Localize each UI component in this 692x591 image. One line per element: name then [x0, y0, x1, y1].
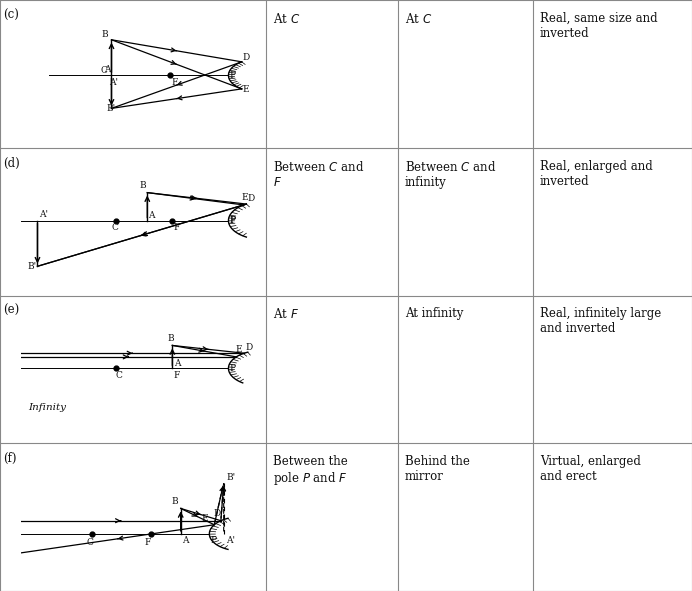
Text: A': A': [39, 210, 48, 219]
Text: F: F: [172, 78, 179, 87]
Text: F: F: [145, 538, 152, 547]
Text: E: E: [201, 514, 208, 523]
Text: Between $C$ and
$F$: Between $C$ and $F$: [273, 160, 365, 189]
Text: E: E: [235, 345, 242, 353]
Text: (d): (d): [3, 157, 20, 170]
Text: P: P: [210, 537, 217, 545]
Text: A: A: [104, 65, 111, 74]
Text: At $C$: At $C$: [405, 12, 432, 26]
Text: B': B': [226, 473, 235, 482]
Text: B': B': [27, 262, 36, 271]
Text: B': B': [107, 105, 116, 113]
Text: Real, same size and
inverted: Real, same size and inverted: [540, 12, 657, 40]
Text: F: F: [174, 371, 180, 380]
Text: (f): (f): [3, 452, 17, 465]
Text: A: A: [149, 212, 155, 220]
Text: B: B: [171, 497, 178, 506]
Text: B: B: [167, 334, 174, 343]
Text: Virtual, enlarged
and erect: Virtual, enlarged and erect: [540, 455, 641, 483]
Text: At infinity: At infinity: [405, 307, 463, 320]
Text: At $C$: At $C$: [273, 12, 300, 26]
Text: E: E: [242, 193, 248, 202]
Text: P: P: [230, 216, 236, 225]
Text: A': A': [226, 537, 235, 545]
Text: D: D: [243, 53, 250, 62]
Text: A: A: [182, 537, 188, 545]
Text: C: C: [115, 371, 122, 380]
Text: C: C: [111, 223, 118, 232]
Text: (e): (e): [3, 304, 19, 317]
Text: C: C: [101, 66, 108, 74]
Text: A': A': [109, 78, 118, 87]
Text: Between the
pole $P$ and $F$: Between the pole $P$ and $F$: [273, 455, 348, 488]
Text: F: F: [174, 223, 180, 232]
Text: P: P: [230, 71, 236, 80]
Text: B: B: [102, 30, 109, 38]
Text: Behind the
mirror: Behind the mirror: [405, 455, 470, 483]
Text: Real, enlarged and
inverted: Real, enlarged and inverted: [540, 160, 653, 187]
Text: A: A: [174, 359, 180, 368]
Text: C: C: [86, 538, 93, 547]
Text: P: P: [230, 216, 236, 225]
Text: (c): (c): [3, 9, 19, 22]
Text: D: D: [214, 509, 221, 518]
Text: At $F$: At $F$: [273, 307, 299, 322]
Text: Between $C$ and
infinity: Between $C$ and infinity: [405, 160, 496, 189]
Text: D: D: [248, 194, 255, 203]
Text: E: E: [243, 85, 250, 94]
Text: Infinity: Infinity: [28, 402, 66, 411]
Text: B: B: [140, 181, 146, 190]
Text: P: P: [230, 364, 236, 373]
Text: Real, infinitely large
and inverted: Real, infinitely large and inverted: [540, 307, 661, 335]
Text: D: D: [246, 343, 253, 352]
